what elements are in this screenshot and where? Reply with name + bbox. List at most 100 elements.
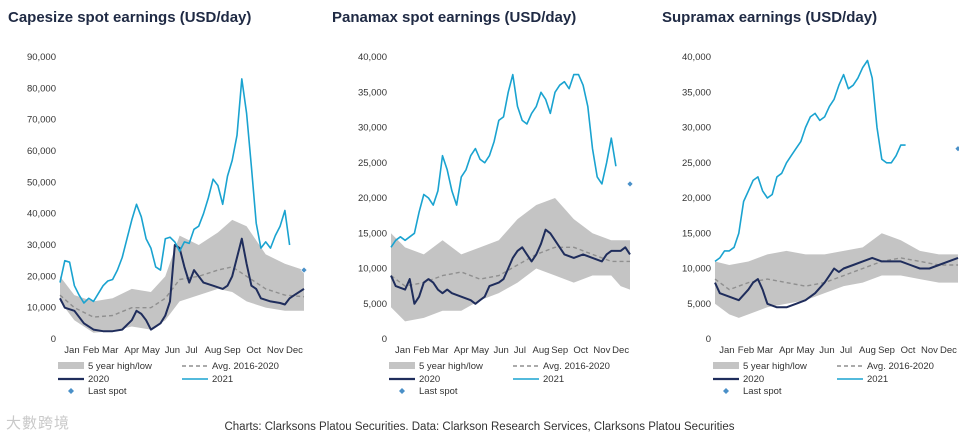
- capesize-x-tick-label: Jun: [165, 345, 180, 356]
- panamax-y-tick-label: 5,000: [363, 299, 387, 310]
- supramax-legend-label: Avg. 2016-2020: [867, 361, 934, 372]
- capesize-y-tick-label: 0: [51, 334, 56, 345]
- supramax-legend-label: Last spot: [743, 386, 782, 397]
- capesize-x-tick-label: May: [142, 345, 160, 356]
- capesize-series-avg: [59, 266, 305, 318]
- panamax-x-tick-label: Feb: [413, 345, 429, 356]
- panamax-y-tick-label: 30,000: [358, 123, 387, 134]
- supramax-x-tick-label: May: [797, 345, 815, 356]
- capesize-x-tick-label: Jan: [64, 345, 79, 356]
- capesize-legend-swatch-spot: [68, 388, 74, 394]
- panamax-last-spot-point: [626, 180, 634, 188]
- supramax-legend-label: 2021: [867, 374, 888, 385]
- capesize-y-tick-label: 40,000: [27, 209, 56, 220]
- panamax-x-tick-label: Jan: [395, 345, 410, 356]
- panamax-x-tick-label: Oct: [573, 345, 588, 356]
- supramax-legend-label: 5 year high/low: [743, 361, 807, 372]
- capesize-legend-swatch-band: [58, 362, 84, 369]
- capesize-band-5yr: [60, 219, 304, 333]
- panamax-y-tick-label: 35,000: [358, 87, 387, 98]
- supramax-y-tick-label: 25,000: [682, 158, 711, 169]
- supramax-x-tick-label: Aug: [859, 345, 876, 356]
- supramax-x-tick-label: Oct: [901, 345, 916, 356]
- capesize-x-tick-label: Nov: [267, 345, 284, 356]
- supramax-legend-swatch-spot: [723, 388, 729, 394]
- capesize-legend-label: Avg. 2016-2020: [212, 361, 279, 372]
- capesize-y-tick-label: 10,000: [27, 303, 56, 314]
- chart-source-caption: Charts: Clarksons Platou Securities. Dat…: [224, 421, 735, 433]
- capesize-x-tick-label: Mar: [102, 345, 118, 356]
- supramax-last-spot-point: [954, 145, 959, 153]
- capesize-x-tick-label: Aug: [205, 345, 222, 356]
- capesize-legend-label: 2020: [88, 374, 109, 385]
- supramax-y-tick-label: 20,000: [682, 193, 711, 204]
- panamax-y-tick-label: 10,000: [358, 264, 387, 275]
- capesize-y-tick-label: 60,000: [27, 146, 56, 157]
- supramax-x-tick-label: Nov: [921, 345, 938, 356]
- capesize-series-2020: [59, 237, 305, 333]
- panamax-band-5yr: [391, 198, 630, 322]
- supramax-y-tick-label: 15,000: [682, 228, 711, 239]
- chart-panamax: Panamax spot earnings (USD/day) 0 5,000 10,…: [332, 9, 634, 397]
- capesize-legend-label: 2021: [212, 374, 233, 385]
- capesize-x-tick-label: Apr: [124, 345, 139, 356]
- supramax-band-5yr: [715, 233, 958, 318]
- capesize-x-tick-label: Dec: [286, 345, 303, 356]
- panamax-x-tick-label: Sep: [551, 345, 568, 356]
- capesize-x-tick-label: Feb: [83, 345, 99, 356]
- capesize-y-tick-label: 90,000: [27, 52, 56, 63]
- capesize-series-2021: [59, 78, 291, 304]
- supramax-x-tick-label: Dec: [940, 345, 957, 356]
- capesize-x-tick-label: Oct: [246, 345, 261, 356]
- panamax-x-tick-label: Aug: [533, 345, 550, 356]
- panamax-x-tick-label: Jun: [493, 345, 508, 356]
- capesize-y-tick-label: 30,000: [27, 240, 56, 251]
- supramax-y-tick-label: 40,000: [682, 52, 711, 63]
- supramax-series-2020: [714, 256, 959, 309]
- supramax-series-avg: [714, 257, 958, 291]
- panamax-x-tick-label: May: [471, 345, 489, 356]
- chart-capesize: Capesize spot earnings (USD/day) 0 10,000 2…: [8, 9, 308, 397]
- panamax-y-tick-label: 25,000: [358, 158, 387, 169]
- chart-supramax: Supramax earnings (USD/day) 0 5,000 10,000 1…: [662, 9, 959, 397]
- supramax-x-tick-label: Jan: [719, 345, 734, 356]
- supramax-x-tick-label: Feb: [738, 345, 754, 356]
- supramax-title: Supramax earnings (USD/day): [662, 9, 877, 26]
- capesize-y-tick-label: 50,000: [27, 177, 56, 188]
- capesize-legend-label: 5 year high/low: [88, 361, 152, 372]
- panamax-series-2021: [390, 73, 617, 248]
- supramax-x-tick-label: Jul: [840, 345, 852, 356]
- supramax-y-tick-label: 5,000: [687, 299, 711, 310]
- panamax-y-tick-label: 0: [382, 334, 387, 345]
- supramax-y-tick-label: 30,000: [682, 123, 711, 134]
- supramax-x-tick-label: Mar: [757, 345, 773, 356]
- panamax-title: Panamax spot earnings (USD/day): [332, 9, 576, 26]
- panamax-y-tick-label: 40,000: [358, 52, 387, 63]
- supramax-series-2021: [714, 59, 906, 263]
- panamax-x-tick-label: Mar: [432, 345, 448, 356]
- panamax-x-tick-label: Jul: [514, 345, 526, 356]
- panamax-legend-swatch-band: [389, 362, 415, 369]
- panamax-series-2020: [390, 228, 631, 305]
- panamax-legend-label: Last spot: [419, 386, 458, 397]
- supramax-x-tick-label: Apr: [779, 345, 794, 356]
- watermark-logo: 大數跨境: [6, 414, 71, 432]
- supramax-legend-swatch-band: [713, 362, 739, 369]
- panamax-series-avg: [390, 246, 630, 287]
- supramax-y-tick-label: 35,000: [682, 87, 711, 98]
- supramax-x-tick-label: Sep: [878, 345, 895, 356]
- capesize-x-tick-label: Jul: [185, 345, 197, 356]
- panamax-legend-label: 2021: [543, 374, 564, 385]
- panamax-legend-label: 2020: [419, 374, 440, 385]
- panamax-y-tick-label: 20,000: [358, 193, 387, 204]
- panamax-legend-label: Avg. 2016-2020: [543, 361, 610, 372]
- supramax-y-tick-label: 10,000: [682, 264, 711, 275]
- panamax-x-tick-label: Dec: [612, 345, 629, 356]
- capesize-y-tick-label: 80,000: [27, 83, 56, 94]
- supramax-x-tick-label: Jun: [819, 345, 834, 356]
- panamax-x-tick-label: Apr: [454, 345, 469, 356]
- supramax-legend-label: 2020: [743, 374, 764, 385]
- capesize-x-tick-label: Sep: [224, 345, 241, 356]
- supramax-y-tick-label: 0: [706, 334, 711, 345]
